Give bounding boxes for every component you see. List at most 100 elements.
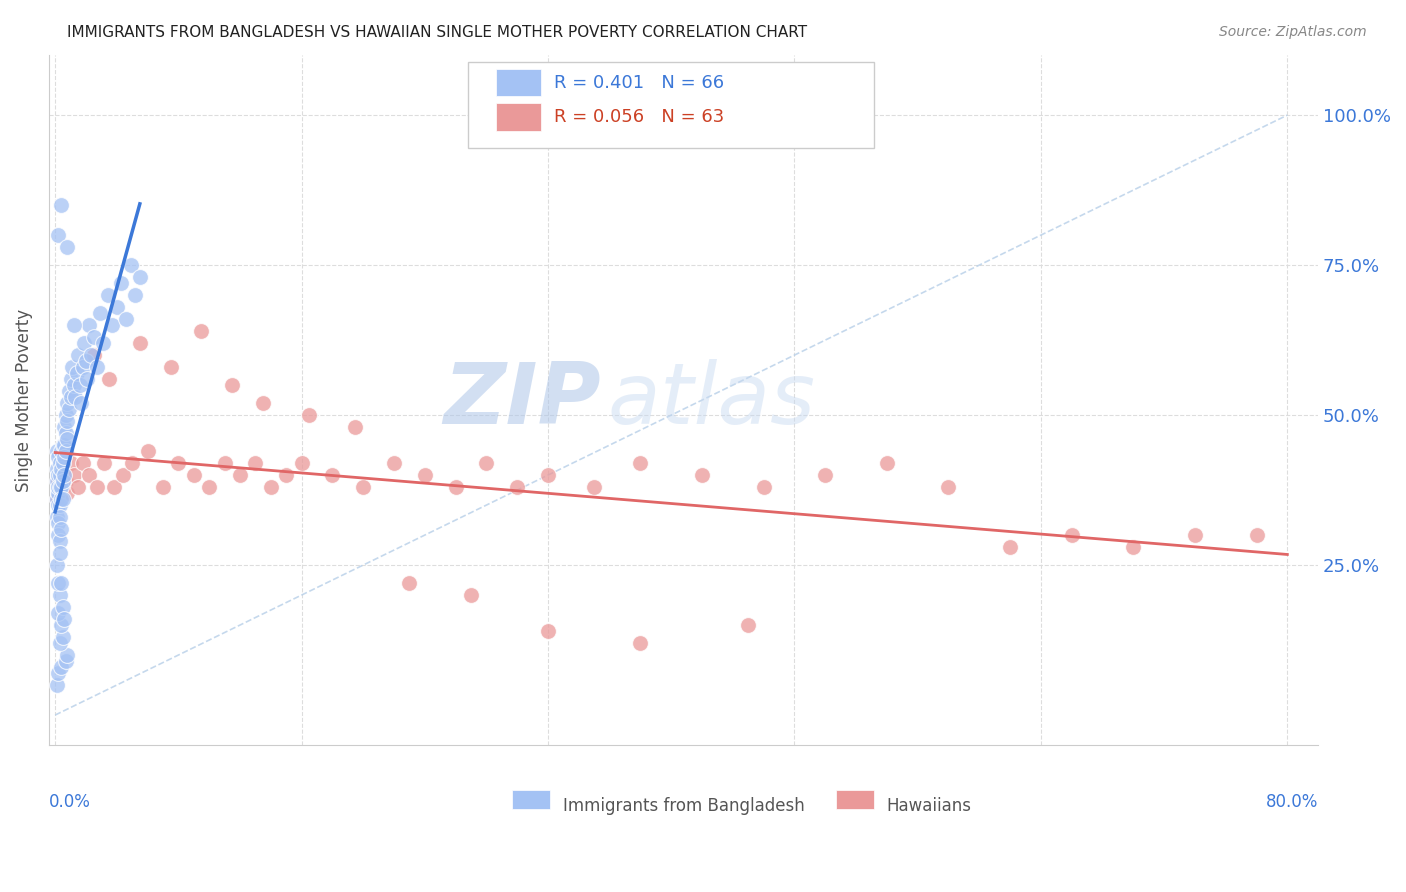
Point bbox=[56, 432, 79, 446]
Point bbox=[221, 378, 243, 392]
Point bbox=[79, 348, 101, 362]
Point bbox=[128, 336, 150, 351]
Point bbox=[46, 516, 69, 530]
Point bbox=[198, 480, 221, 494]
Point bbox=[352, 480, 374, 494]
Point bbox=[1184, 528, 1206, 542]
Point bbox=[72, 360, 94, 375]
Point bbox=[58, 384, 80, 398]
Point bbox=[58, 402, 80, 417]
Point bbox=[298, 408, 321, 422]
Text: ZIP: ZIP bbox=[443, 359, 600, 442]
Point bbox=[53, 450, 76, 464]
Point bbox=[86, 480, 108, 494]
Point bbox=[59, 456, 82, 470]
Point bbox=[56, 648, 79, 662]
Point bbox=[136, 444, 159, 458]
Point bbox=[62, 468, 84, 483]
Point bbox=[52, 474, 75, 488]
Point bbox=[72, 456, 94, 470]
Point bbox=[46, 450, 69, 464]
Point bbox=[56, 240, 79, 254]
Point bbox=[101, 318, 124, 332]
Point bbox=[1122, 540, 1144, 554]
Point bbox=[229, 468, 252, 483]
Text: atlas: atlas bbox=[607, 359, 815, 442]
Point bbox=[814, 468, 837, 483]
Point bbox=[59, 372, 82, 386]
FancyBboxPatch shape bbox=[496, 103, 541, 130]
Point bbox=[55, 654, 77, 668]
Point bbox=[344, 420, 367, 434]
Point bbox=[45, 678, 67, 692]
Point bbox=[55, 426, 77, 441]
Point bbox=[152, 480, 174, 494]
Point bbox=[48, 456, 70, 470]
Point bbox=[66, 366, 89, 380]
Point bbox=[53, 420, 76, 434]
Point bbox=[245, 456, 267, 470]
Point bbox=[52, 600, 75, 615]
Point bbox=[48, 588, 70, 602]
Point bbox=[56, 396, 79, 410]
Point bbox=[51, 660, 73, 674]
Point bbox=[45, 444, 67, 458]
Point bbox=[51, 468, 73, 483]
Point bbox=[46, 486, 69, 500]
Point bbox=[120, 258, 142, 272]
Point bbox=[583, 480, 606, 494]
Point bbox=[55, 474, 77, 488]
Point bbox=[53, 468, 76, 483]
Point bbox=[70, 396, 93, 410]
FancyBboxPatch shape bbox=[496, 69, 541, 96]
Point bbox=[51, 618, 73, 632]
Point bbox=[159, 360, 181, 375]
Point bbox=[51, 576, 73, 591]
Point bbox=[876, 456, 898, 470]
Point bbox=[46, 528, 69, 542]
Point bbox=[46, 666, 69, 681]
Point bbox=[45, 510, 67, 524]
Point bbox=[62, 378, 84, 392]
Point bbox=[167, 456, 190, 470]
Point bbox=[103, 480, 125, 494]
Point bbox=[124, 288, 146, 302]
Point bbox=[51, 492, 73, 507]
Point bbox=[53, 438, 76, 452]
Point bbox=[737, 618, 759, 632]
Point bbox=[48, 636, 70, 650]
Point bbox=[48, 546, 70, 560]
Point bbox=[121, 456, 143, 470]
Point bbox=[183, 468, 205, 483]
Point bbox=[98, 372, 121, 386]
Point bbox=[382, 456, 405, 470]
FancyBboxPatch shape bbox=[835, 790, 875, 809]
Point bbox=[55, 408, 77, 422]
Point bbox=[690, 468, 713, 483]
Point bbox=[89, 306, 111, 320]
Point bbox=[537, 468, 560, 483]
Point bbox=[110, 276, 132, 290]
Point bbox=[53, 612, 76, 626]
Point bbox=[46, 498, 69, 512]
Text: R = 0.056   N = 63: R = 0.056 N = 63 bbox=[554, 108, 724, 126]
Point bbox=[48, 468, 70, 483]
Point bbox=[45, 474, 67, 488]
Point bbox=[77, 318, 100, 332]
Point bbox=[96, 288, 118, 302]
Point bbox=[413, 468, 436, 483]
Point bbox=[48, 534, 70, 549]
FancyBboxPatch shape bbox=[468, 62, 875, 148]
Point bbox=[51, 462, 73, 476]
Point bbox=[128, 270, 150, 285]
Point bbox=[1060, 528, 1083, 542]
Point bbox=[76, 372, 98, 386]
Point bbox=[63, 390, 86, 404]
Text: IMMIGRANTS FROM BANGLADESH VS HAWAIIAN SINGLE MOTHER POVERTY CORRELATION CHART: IMMIGRANTS FROM BANGLADESH VS HAWAIIAN S… bbox=[67, 25, 807, 40]
Point bbox=[111, 468, 134, 483]
Point bbox=[475, 456, 498, 470]
Point bbox=[46, 468, 69, 483]
Point bbox=[48, 498, 70, 512]
Point bbox=[73, 336, 96, 351]
Point bbox=[55, 444, 77, 458]
